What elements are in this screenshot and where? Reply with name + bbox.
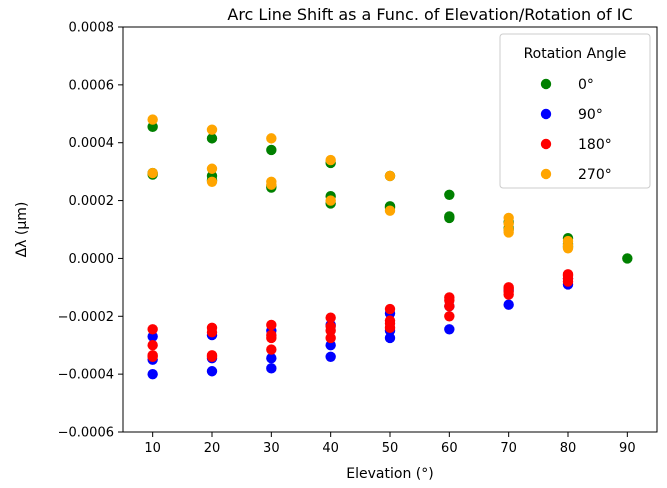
y-tick-label: 0.0002: [69, 194, 115, 209]
data-point-series-3: [266, 179, 277, 190]
data-point-series-1: [503, 299, 514, 310]
data-point-series-1: [325, 351, 336, 362]
data-point-series-1: [206, 366, 218, 377]
legend-label: 180°: [578, 137, 612, 153]
data-point-series-2: [325, 332, 336, 344]
legend-label: 90°: [578, 107, 603, 123]
legend-items: 0° 90° 180° 270°: [540, 77, 612, 183]
data-point-series-2: [503, 289, 514, 300]
plot-area: [147, 114, 633, 380]
y-axis-ticks: −0.0006 −0.0004 −0.0002 0.0000 0.0002 0.0004 0…: [58, 21, 123, 441]
data-point-series-1: [444, 324, 455, 335]
legend-box: [499, 33, 651, 189]
x-tick-label: 90: [619, 441, 636, 456]
data-point-series-0: [266, 144, 277, 156]
data-point-series-2: [147, 340, 158, 351]
data-point-series-0: [206, 133, 218, 144]
data-point-series-2: [444, 311, 455, 322]
x-axis-ticks: 10 20 30 40 50 60 70 80 90: [144, 432, 636, 456]
x-tick-label: 10: [144, 441, 161, 456]
y-tick-label: 0.0000: [69, 252, 115, 267]
data-point-series-2: [147, 324, 158, 335]
legend-label: 0°: [578, 77, 594, 93]
data-point-series-3: [206, 176, 218, 187]
legend-label: 270°: [578, 167, 612, 183]
data-point-series-1: [266, 353, 277, 364]
data-point-series-2: [266, 319, 277, 331]
data-point-series-1: [147, 368, 158, 380]
data-point-series-2: [325, 325, 336, 336]
data-point-series-2: [206, 351, 218, 362]
data-point-series-2: [384, 322, 396, 334]
x-tick-label: 40: [322, 441, 339, 456]
y-tick-label: −0.0004: [58, 368, 114, 383]
data-point-series-3: [503, 227, 514, 238]
data-point-series-2: [147, 351, 158, 362]
x-tick-label: 60: [441, 441, 458, 456]
data-point-series-2: [384, 303, 396, 315]
x-tick-label: 80: [560, 441, 577, 456]
data-point-series-3: [147, 114, 158, 125]
y-tick-label: −0.0006: [58, 426, 114, 441]
y-tick-label: 0.0006: [69, 78, 115, 93]
data-point-series-2: [266, 332, 277, 344]
data-point-series-0: [622, 253, 633, 264]
y-tick-label: −0.0002: [58, 310, 114, 325]
data-point-series-2: [206, 326, 218, 338]
data-point-series-2: [444, 300, 455, 312]
legend: Rotation Angle 0° 90° 180° 270°: [499, 33, 651, 189]
data-point-series-0: [147, 121, 158, 133]
data-point-series-2: [562, 276, 574, 287]
data-point-series-2: [325, 312, 336, 323]
data-point-series-0: [444, 212, 455, 224]
data-point-series-3: [384, 205, 396, 216]
x-tick-label: 20: [204, 441, 221, 456]
data-point-series-3: [384, 170, 396, 182]
chart-title: Arc Line Shift as a Func. of Elevation/R…: [227, 5, 632, 24]
y-tick-label: 0.0004: [69, 136, 115, 151]
data-point-series-3: [562, 243, 574, 254]
data-point-series-3: [325, 154, 336, 166]
data-point-series-1: [147, 331, 158, 342]
y-tick-label: 0.0008: [69, 21, 115, 36]
legend-title: Rotation Angle: [524, 46, 627, 62]
data-point-series-3: [266, 133, 277, 144]
x-axis-label: Elevation (°): [346, 466, 433, 482]
legend-marker: [540, 108, 552, 120]
legend-marker: [540, 78, 552, 90]
legend-marker: [540, 138, 552, 150]
data-point-series-3: [325, 195, 336, 206]
x-tick-label: 30: [263, 441, 280, 456]
data-point-series-0: [444, 189, 455, 200]
data-point-series-3: [206, 163, 218, 174]
data-point-series-3: [147, 167, 158, 179]
data-point-series-2: [266, 344, 277, 355]
data-point-series-1: [266, 363, 277, 374]
data-point-series-3: [206, 124, 218, 135]
legend-marker: [540, 168, 552, 180]
data-point-series-1: [384, 332, 396, 344]
x-tick-label: 50: [382, 441, 399, 456]
x-tick-label: 70: [500, 441, 517, 456]
data-point-series-1: [325, 340, 336, 351]
y-axis-label: Δλ (μm): [14, 202, 30, 258]
